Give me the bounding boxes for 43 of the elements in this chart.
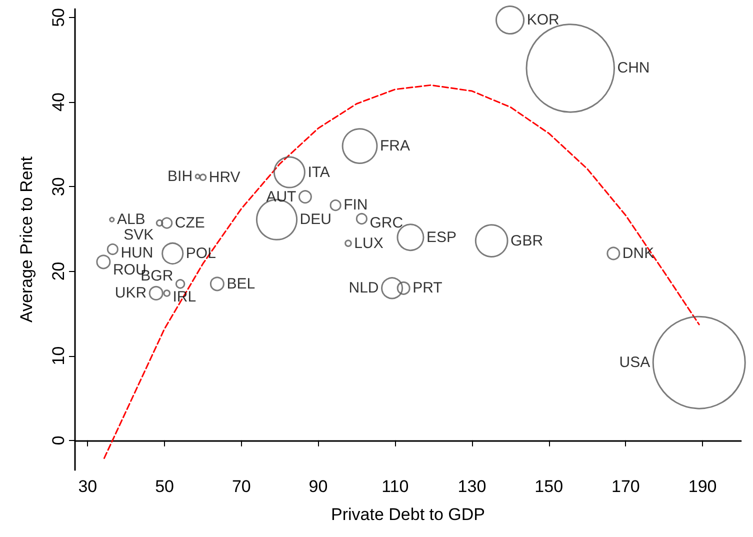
x-tick-label: 110 bbox=[382, 477, 409, 496]
line-series bbox=[103, 84, 700, 459]
series-label: LUX bbox=[354, 234, 384, 252]
series-label: FRA bbox=[380, 138, 410, 155]
series-label: AUT bbox=[266, 188, 296, 206]
series-label: HRV bbox=[208, 168, 240, 186]
y-tick-label: 0 bbox=[49, 436, 68, 446]
series-label: SVK bbox=[124, 226, 154, 244]
series-label: DNK bbox=[622, 244, 654, 262]
series-label: USA bbox=[619, 354, 650, 372]
series-label: FIN bbox=[344, 196, 368, 214]
y-axis-title: Average Price to Rent bbox=[17, 156, 36, 322]
x-tick-label: 30 bbox=[78, 477, 98, 496]
x-tick-label: 130 bbox=[458, 477, 486, 496]
x-tick-label: 50 bbox=[155, 477, 174, 496]
y-tick-label: 20 bbox=[49, 262, 68, 281]
series-label: ITA bbox=[308, 164, 330, 181]
series-label: BIH bbox=[168, 168, 193, 185]
series-label: KOR bbox=[526, 11, 560, 28]
x-tick-label: 190 bbox=[688, 477, 717, 496]
y-tick-label: 30 bbox=[49, 177, 68, 196]
x-tick-label: 170 bbox=[612, 477, 640, 496]
series-label: GRC bbox=[370, 214, 404, 232]
y-tick-label: 50 bbox=[49, 8, 68, 27]
series-label: IRL bbox=[172, 288, 196, 306]
series-label: GBR bbox=[510, 232, 544, 250]
series-label: PRT bbox=[412, 280, 442, 297]
series-label: UKR bbox=[114, 284, 147, 302]
series-label: CZE bbox=[174, 214, 205, 232]
series-label: HUN bbox=[120, 244, 154, 262]
y-tick-label: 10 bbox=[49, 346, 68, 366]
x-tick-label: 90 bbox=[308, 477, 328, 496]
x-tick-label: 70 bbox=[232, 477, 251, 496]
series-label: CHN bbox=[617, 60, 650, 77]
series-label: BEL bbox=[226, 275, 256, 292]
series-label: DEU bbox=[300, 211, 332, 228]
x-tick-label: 150 bbox=[534, 477, 564, 496]
series-label: POL bbox=[186, 244, 216, 262]
y-tick-label: 40 bbox=[49, 92, 68, 112]
series-label: NLD bbox=[348, 280, 379, 297]
x-axis-title: Private Debt to GDP bbox=[330, 505, 486, 524]
series-label: ESP bbox=[426, 228, 457, 246]
series-label: ALB bbox=[116, 211, 146, 228]
